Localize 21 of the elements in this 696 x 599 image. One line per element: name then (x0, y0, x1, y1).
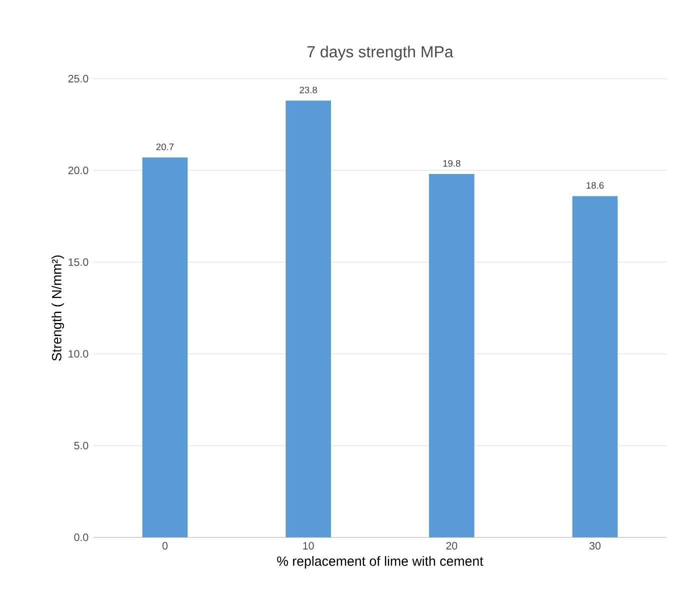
y-tick-label: 25.0 (68, 75, 88, 83)
x-axis-title: % replacement of lime with cement (277, 556, 484, 569)
bar (429, 174, 474, 538)
y-tick-label: 15.0 (68, 258, 88, 266)
y-axis-title: Strength ( N/mm²) (52, 256, 64, 361)
y-tick-label: 0.0 (74, 534, 88, 542)
x-tick-label: 20 (446, 542, 458, 550)
bar (286, 100, 331, 538)
data-label: 18.6 (586, 182, 604, 189)
x-tick-label: 0 (162, 542, 168, 550)
chart-title: 7 days strength MPa (307, 46, 454, 61)
data-label: 20.7 (156, 144, 174, 150)
y-tick-label: 5.0 (74, 442, 88, 450)
bar (142, 158, 188, 538)
x-tick-label: 10 (303, 542, 314, 550)
x-tick-label: 30 (589, 542, 601, 550)
y-tick-label: 20.0 (68, 166, 88, 174)
data-label: 19.8 (443, 160, 460, 167)
data-label: 23.8 (300, 86, 318, 94)
y-tick-label: 10.0 (68, 350, 88, 358)
bar (572, 196, 618, 538)
